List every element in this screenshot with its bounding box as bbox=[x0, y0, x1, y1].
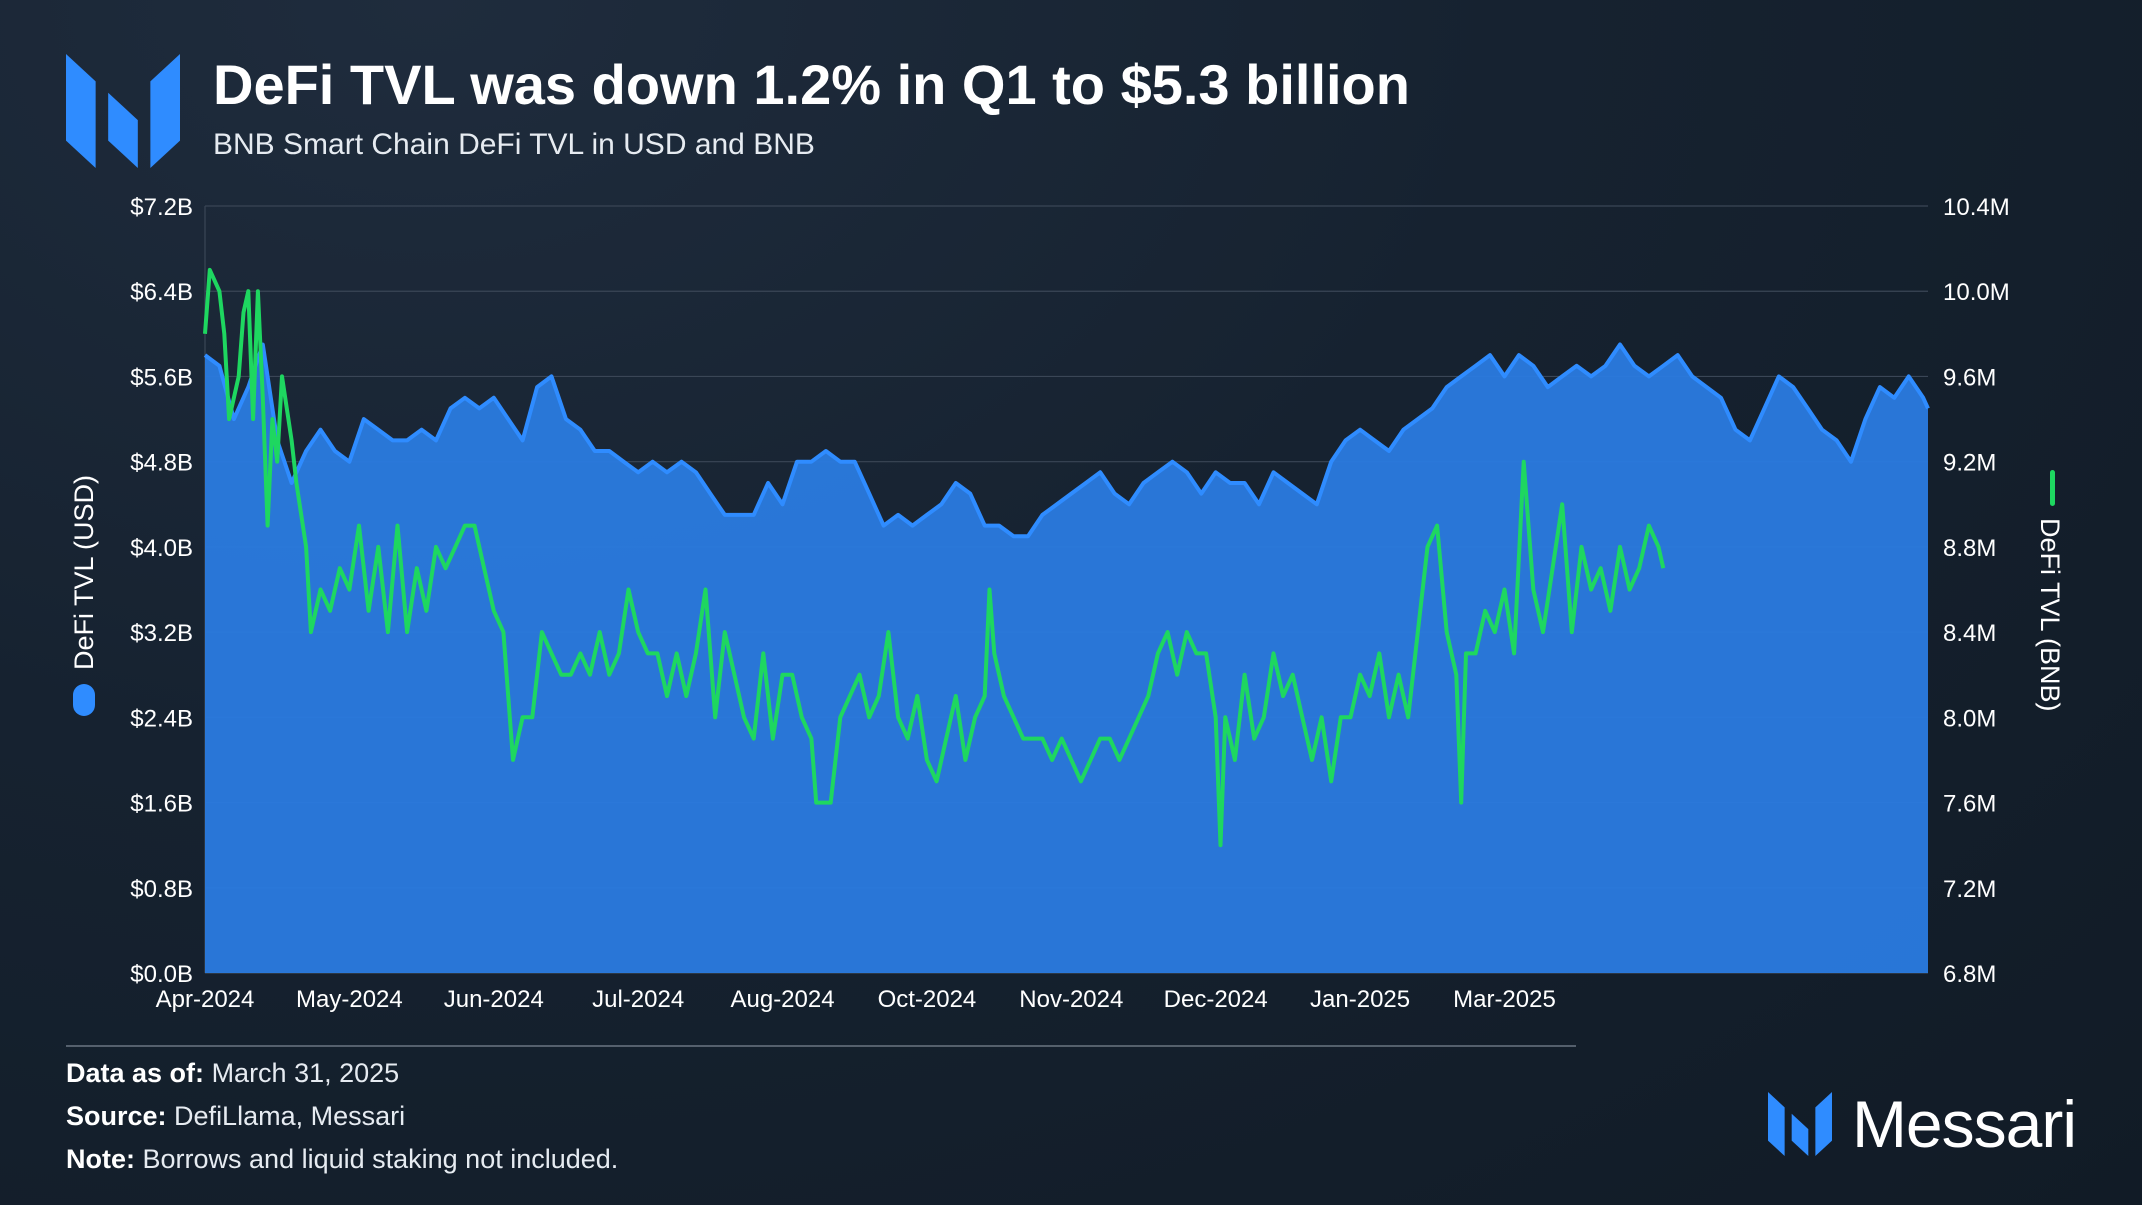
left-tick-label: $1.6B bbox=[130, 791, 193, 818]
right-tick-label: 9.6M bbox=[1943, 364, 1996, 391]
left-tick-label: $0.8B bbox=[130, 876, 193, 903]
right-tick-label: 7.6M bbox=[1943, 791, 1996, 818]
source-line: Source: DefiLlama, Messari bbox=[66, 1101, 405, 1132]
x-tick-label: Apr-2024 bbox=[156, 986, 255, 1013]
left-tick-label: $6.4B bbox=[130, 279, 193, 306]
usd-area-series bbox=[203, 342, 1930, 973]
right-axis-title: DeFi TVL (BNB) bbox=[2035, 518, 2065, 712]
left-tick-label: $4.0B bbox=[130, 535, 193, 562]
left-tick-label: $0.0B bbox=[130, 961, 193, 988]
left-tick-label: $7.2B bbox=[130, 194, 193, 221]
brand-name: Messari bbox=[1851, 1087, 2077, 1161]
right-tick-label: 6.8M bbox=[1943, 961, 1996, 988]
source-value: DefiLlama, Messari bbox=[174, 1101, 406, 1131]
note-label: Note: bbox=[66, 1144, 135, 1174]
chart-title: DeFi TVL was down 1.2% in Q1 to $5.3 bil… bbox=[213, 53, 1410, 116]
data-as-of-value: March 31, 2025 bbox=[211, 1058, 400, 1088]
x-tick-label: Oct-2024 bbox=[878, 986, 977, 1013]
messari-logo-icon bbox=[66, 54, 180, 168]
right-tick-label: 8.8M bbox=[1943, 535, 1996, 562]
right-tick-label: 8.4M bbox=[1943, 620, 1996, 647]
chart-subtitle: BNB Smart Chain DeFi TVL in USD and BNB bbox=[213, 128, 815, 161]
bnb-line bbox=[203, 267, 1666, 848]
x-tick-label: Aug-2024 bbox=[730, 986, 834, 1013]
left-tick-label: $3.2B bbox=[130, 620, 193, 647]
source-label: Source: bbox=[66, 1101, 167, 1131]
usd-area bbox=[205, 344, 1928, 973]
data-as-of-label: Data as of: bbox=[66, 1058, 205, 1088]
footer-divider bbox=[66, 1045, 1576, 1047]
data-as-of-line: Data as of: March 31, 2025 bbox=[66, 1058, 399, 1089]
axis-titles: DeFi TVL (USD) DeFi TVL (BNB) bbox=[69, 470, 2065, 716]
right-tick-label: 10.4M bbox=[1943, 194, 2010, 221]
x-tick-label: Jun-2024 bbox=[444, 986, 544, 1013]
right-axis-ticks: 6.8M 7.2M 7.6M 8.0M 8.4M 8.8M 9.2M 9.6M 10.0M 10.… bbox=[1943, 194, 2010, 988]
right-tick-label: 7.2M bbox=[1943, 876, 1996, 903]
right-tick-label: 10.0M bbox=[1943, 279, 2010, 306]
x-axis-ticks: Apr-2024 May-2024 Jun-2024 Jul-2024 Aug-2024… bbox=[156, 986, 1556, 1013]
x-tick-label: Mar-2025 bbox=[1453, 986, 1556, 1013]
note-line: Note: Borrows and liquid staking not inc… bbox=[66, 1144, 618, 1175]
x-tick-label: Dec-2024 bbox=[1164, 986, 1268, 1013]
x-tick-label: Jul-2024 bbox=[592, 986, 684, 1013]
x-tick-label: Jan-2025 bbox=[1310, 986, 1410, 1013]
left-tick-label: $5.6B bbox=[130, 364, 193, 391]
left-tick-label: $2.4B bbox=[130, 705, 193, 732]
right-tick-label: 9.2M bbox=[1943, 450, 1996, 477]
messari-brand-icon bbox=[1767, 1092, 1832, 1156]
bnb-line-series bbox=[203, 267, 1666, 848]
x-tick-label: Nov-2024 bbox=[1019, 986, 1123, 1013]
left-axis-ticks: $0.0B $0.8B $1.6B $2.4B $3.2B $4.0B $4.8B $5.6B… bbox=[130, 194, 193, 988]
usd-legend-marker bbox=[73, 684, 95, 716]
x-tick-label: May-2024 bbox=[296, 986, 403, 1013]
note-value: Borrows and liquid staking not included. bbox=[142, 1144, 619, 1174]
messari-brand: Messari bbox=[1767, 1086, 2077, 1162]
right-tick-label: 8.0M bbox=[1943, 705, 1996, 732]
left-axis-title: DeFi TVL (USD) bbox=[69, 475, 99, 670]
left-tick-label: $4.8B bbox=[130, 450, 193, 477]
bnb-legend-marker bbox=[2050, 470, 2055, 506]
